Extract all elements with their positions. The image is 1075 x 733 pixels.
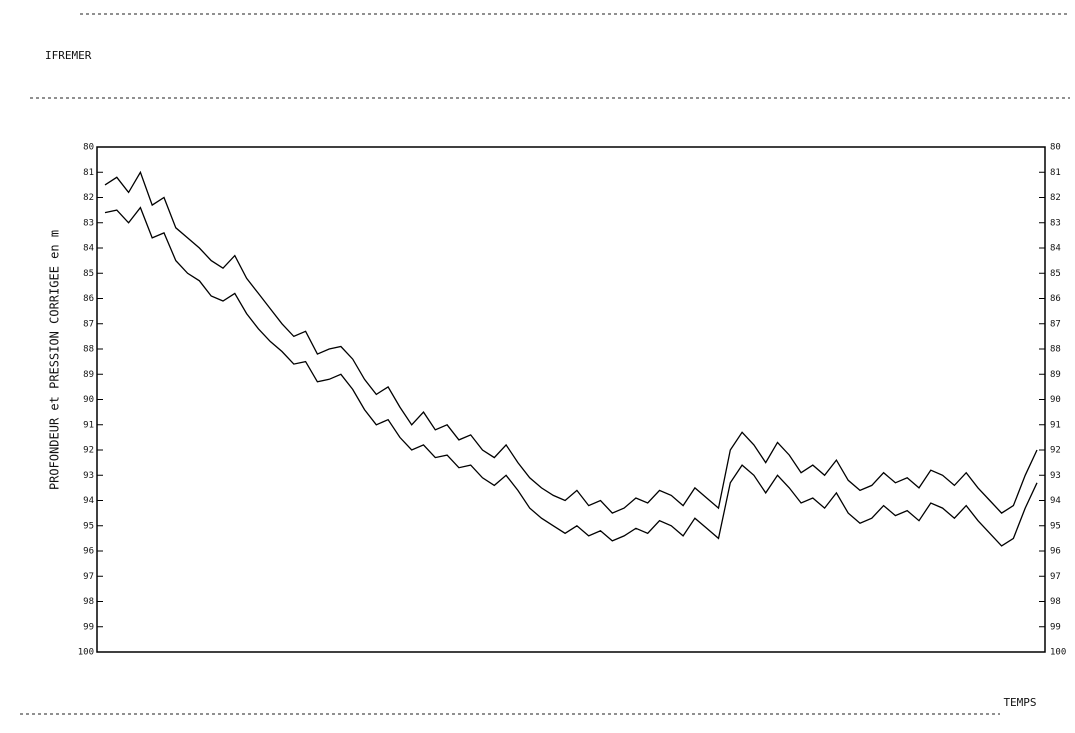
y-tick-label: 98 bbox=[1050, 597, 1061, 607]
y-tick-label: 91 bbox=[83, 420, 94, 430]
y-tick-label: 94 bbox=[83, 496, 94, 506]
y-tick-label: 99 bbox=[83, 622, 94, 632]
y-tick-label: 85 bbox=[83, 269, 94, 279]
y-tick-label: 97 bbox=[83, 572, 94, 582]
y-tick-label: 94 bbox=[1050, 496, 1061, 506]
y-tick-label: 88 bbox=[1050, 345, 1061, 355]
y-tick-label: 89 bbox=[1050, 370, 1061, 380]
y-tick-label: 82 bbox=[83, 193, 94, 203]
y-tick-label: 98 bbox=[83, 597, 94, 607]
y-tick-label: 81 bbox=[83, 168, 94, 178]
y-tick-label: 85 bbox=[1050, 269, 1061, 279]
y-tick-label: 83 bbox=[1050, 218, 1061, 228]
y-tick-label: 97 bbox=[1050, 572, 1061, 582]
y-tick-label: 92 bbox=[83, 446, 94, 456]
y-tick-label: 96 bbox=[83, 547, 94, 557]
y-tick-label: 86 bbox=[1050, 294, 1061, 304]
y-tick-label: 93 bbox=[83, 471, 94, 481]
y-tick-label: 87 bbox=[1050, 319, 1061, 329]
y-tick-label: 89 bbox=[83, 370, 94, 380]
data-line bbox=[104, 206, 1038, 547]
y-tick-label: 84 bbox=[1050, 244, 1061, 254]
y-tick-label: 86 bbox=[83, 294, 94, 304]
y-tick-label: 91 bbox=[1050, 420, 1061, 430]
data-line bbox=[104, 170, 1038, 514]
y-tick-label: 93 bbox=[1050, 471, 1061, 481]
x-axis-label: TEMPS bbox=[1003, 696, 1036, 709]
y-tick-label: 88 bbox=[83, 345, 94, 355]
plot-frame bbox=[96, 146, 1046, 653]
y-tick-label: 82 bbox=[1050, 193, 1061, 203]
y-tick-label: 90 bbox=[83, 395, 94, 405]
y-tick-label: 87 bbox=[83, 319, 94, 329]
y-tick-label: 95 bbox=[1050, 521, 1061, 531]
y-tick-label: 92 bbox=[1050, 446, 1061, 456]
y-tick-label: 83 bbox=[83, 218, 94, 228]
y-tick-label: 84 bbox=[83, 244, 94, 254]
y-tick-label: 95 bbox=[83, 521, 94, 531]
y-tick-label: 100 bbox=[78, 648, 94, 658]
y-tick-label: 81 bbox=[1050, 168, 1061, 178]
header-logo: IFREMER bbox=[45, 49, 92, 62]
y-tick-label: 100 bbox=[1050, 648, 1066, 658]
y-tick-label: 80 bbox=[1050, 143, 1061, 153]
y-tick-label: 80 bbox=[83, 143, 94, 153]
y-tick-label: 99 bbox=[1050, 622, 1061, 632]
y-axis-label: PROFONDEUR et PRESSION CORRIGEE en m bbox=[48, 230, 62, 490]
y-tick-label: 90 bbox=[1050, 395, 1061, 405]
y-tick-label: 96 bbox=[1050, 547, 1061, 557]
